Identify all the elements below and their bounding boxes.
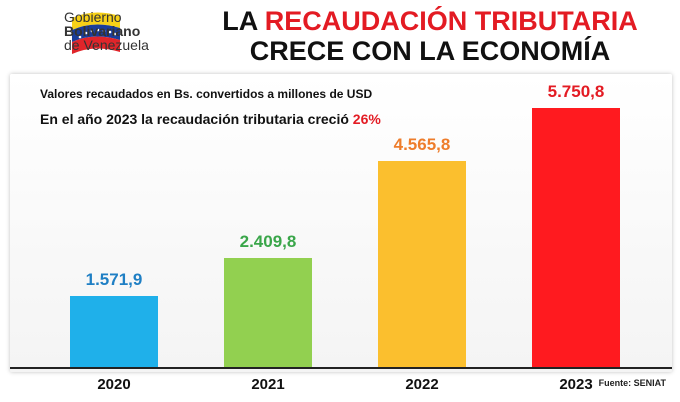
title-line-1: LA RECAUDACIÓN TRIBUTARIA bbox=[195, 6, 665, 36]
value-label-2023: 5.750,8 bbox=[547, 82, 605, 101]
logo-line-3: de Venezuela bbox=[64, 37, 149, 53]
x-tick-2022: 2022 bbox=[405, 376, 439, 393]
bar-2023 bbox=[532, 108, 620, 367]
x-tick-2021: 2021 bbox=[251, 376, 285, 393]
chart-annotation: En el año 2023 la recaudación tributaria… bbox=[40, 111, 381, 127]
annotation-value: 26% bbox=[352, 111, 381, 127]
x-tick-2023: 2023 bbox=[559, 376, 593, 393]
title-line-2: CRECE CON LA ECONOMÍA bbox=[249, 36, 611, 66]
value-label-2022: 4.565,8 bbox=[393, 135, 451, 154]
bar-2022 bbox=[378, 161, 466, 367]
x-tick-2020: 2020 bbox=[97, 376, 131, 393]
bar-2020 bbox=[70, 296, 158, 367]
title-prefix: LA bbox=[222, 6, 265, 36]
value-label-2020: 1.571,9 bbox=[85, 270, 143, 289]
chart-subtitle: Valores recaudados en Bs. convertidos a … bbox=[40, 87, 373, 101]
annotation-text: En el año 2023 la recaudación tributaria… bbox=[40, 111, 353, 127]
source-note: Fuente: SENIAT bbox=[598, 378, 666, 388]
venezuela-logo bbox=[72, 12, 120, 54]
value-label-2021: 2.409,8 bbox=[239, 232, 297, 251]
chart-baseline bbox=[10, 367, 672, 369]
logo-text: Gobierno Bolivariano de Venezuela bbox=[64, 10, 149, 52]
logo-line-1: Gobierno bbox=[64, 9, 122, 25]
logo-line-2: Bolivariano bbox=[64, 23, 141, 39]
title-highlight: RECAUDACIÓN TRIBUTARIA bbox=[264, 6, 638, 36]
page-title: LA RECAUDACIÓN TRIBUTARIA CRECE CON LA E… bbox=[195, 6, 665, 66]
bar-2021 bbox=[224, 258, 312, 367]
